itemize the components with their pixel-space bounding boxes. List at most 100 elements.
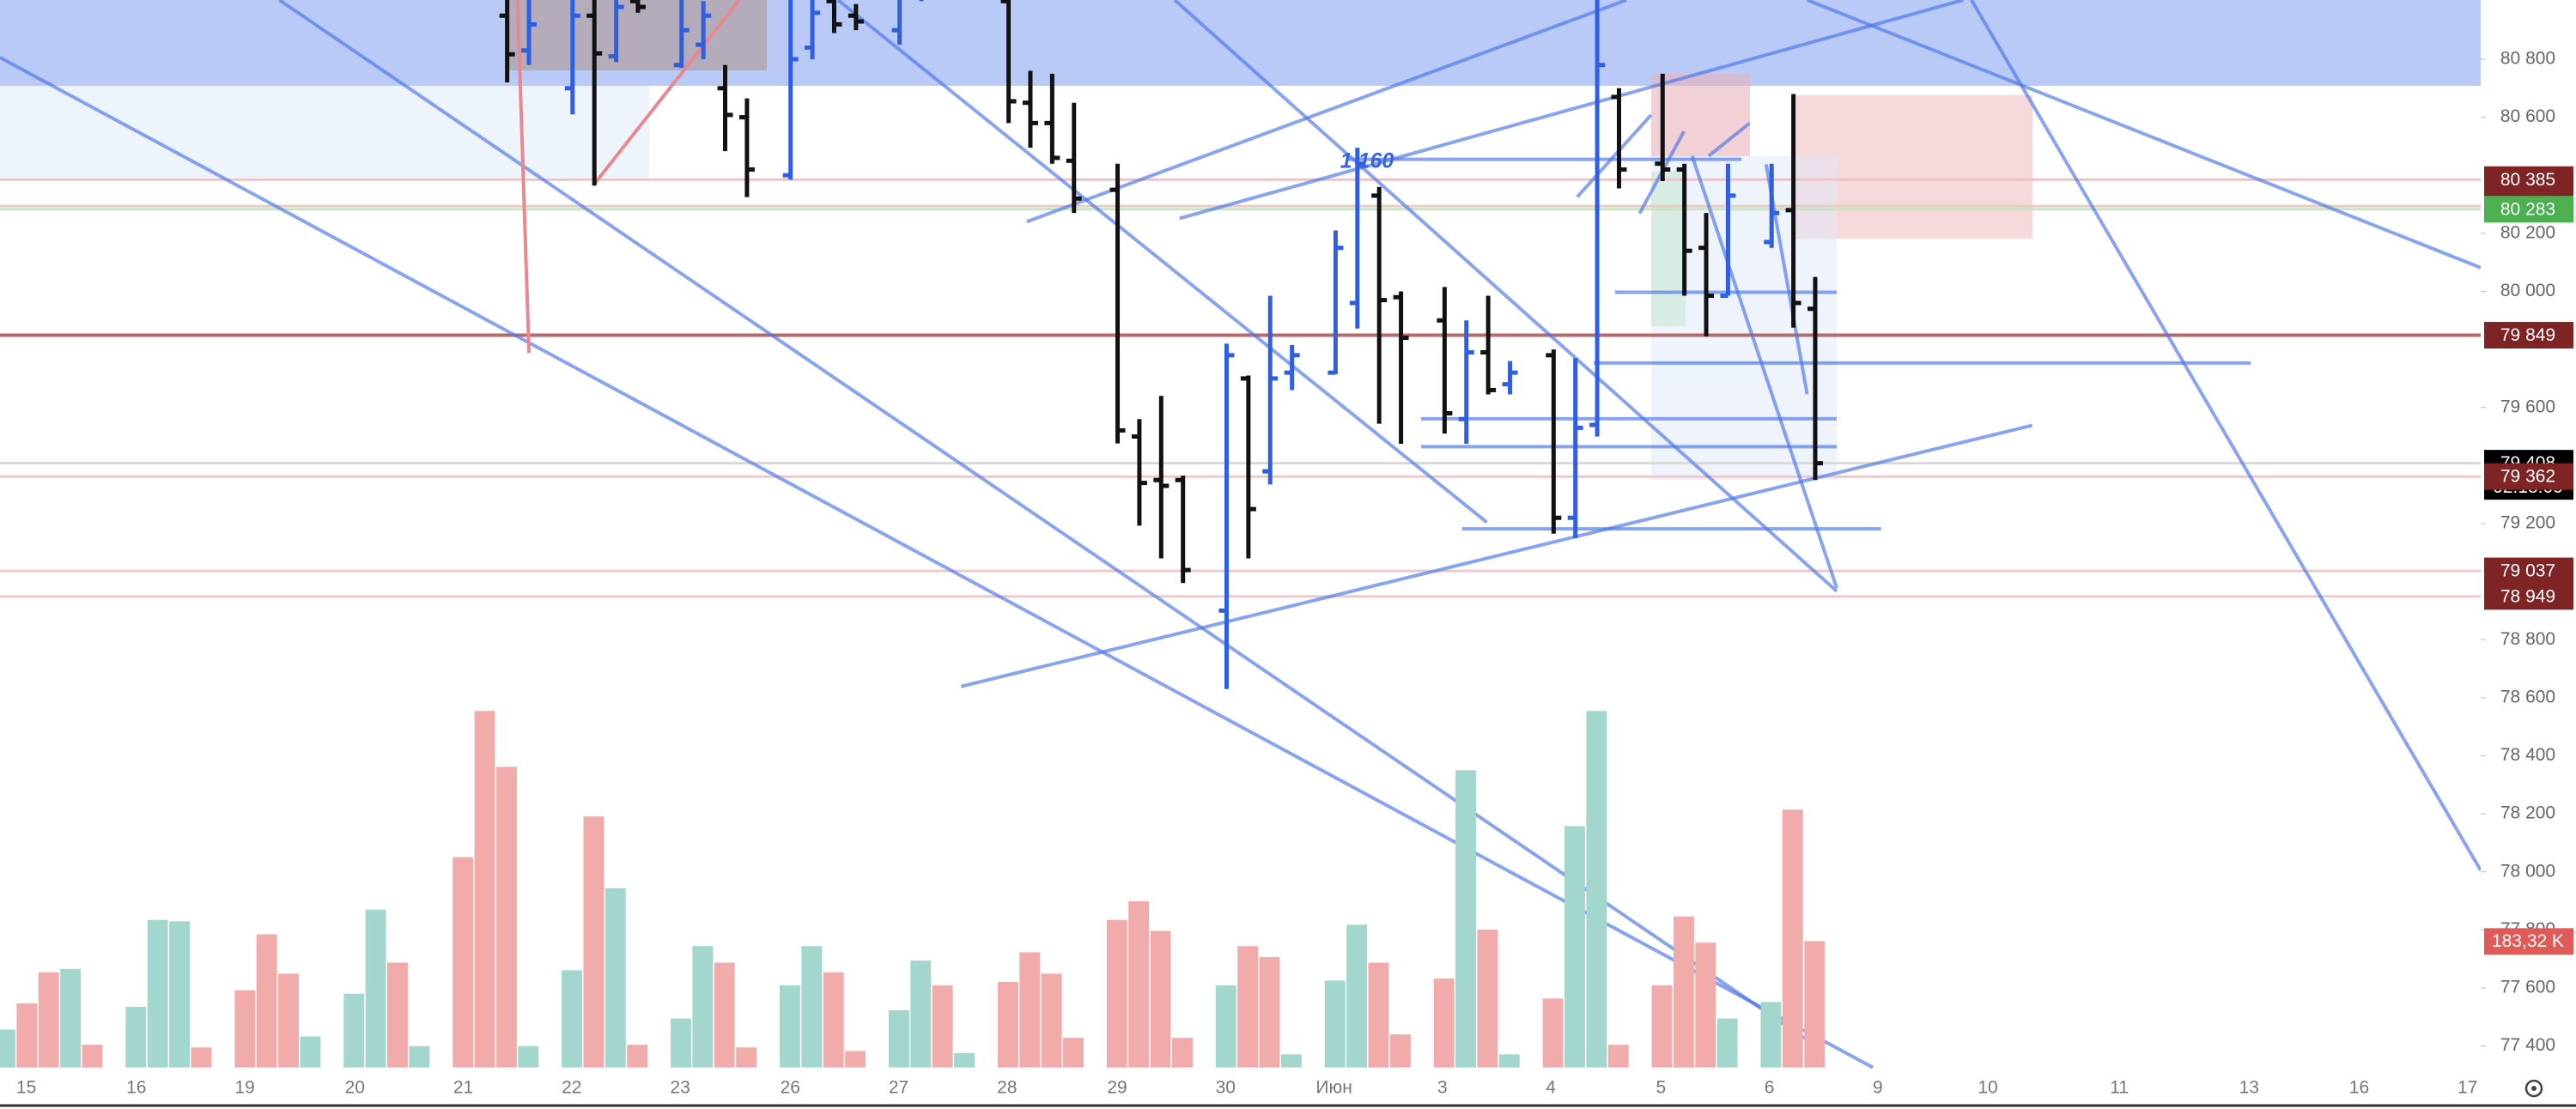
- trend-line-red: [592, 0, 741, 187]
- level-label: 79 037: [2500, 561, 2555, 581]
- volume-bar: [147, 919, 168, 1068]
- trend-line: [1173, 0, 1838, 593]
- volume-bar: [1172, 1038, 1193, 1068]
- x-tick-label: 10: [1978, 1078, 1997, 1098]
- volume-bar: [671, 1018, 691, 1068]
- volume-bar: [823, 972, 844, 1068]
- volume-bar: [82, 1045, 103, 1068]
- volume-bar: [125, 1006, 147, 1068]
- level-label-bg: [2484, 463, 2573, 490]
- x-tick-label: 11: [2110, 1078, 2129, 1098]
- x-tick-label: 30: [1216, 1078, 1236, 1098]
- volume-bar: [1477, 929, 1498, 1068]
- volume-bar: [1324, 980, 1346, 1068]
- y-tick-label: 77 600: [2500, 978, 2555, 997]
- volume-bar: [1063, 1038, 1084, 1068]
- x-tick-label: 28: [997, 1078, 1017, 1098]
- x-tick-label: 15: [16, 1078, 36, 1098]
- volume-bar: [1760, 1002, 1782, 1068]
- volume-bar: [1695, 942, 1716, 1068]
- x-tick-label: 16: [126, 1078, 146, 1098]
- y-tick-label: 77 400: [2500, 1035, 2555, 1055]
- y-tick-label: 80 200: [2500, 222, 2555, 242]
- volume-bar: [169, 921, 191, 1068]
- volume-bar: [997, 982, 1018, 1068]
- x-tick-label: Июн: [1315, 1078, 1352, 1098]
- trend-line: [0, 56, 1874, 1070]
- x-tick-label: 21: [453, 1078, 473, 1098]
- axis: 80 800 80 600 80 200 80 000 79 600 79 200 78 8…: [16, 49, 2573, 1098]
- volume-bar: [16, 1003, 38, 1068]
- level-label: 80 385: [2500, 170, 2555, 190]
- y-tick-label: 79 600: [2500, 397, 2555, 416]
- volume-bar: [954, 1052, 975, 1068]
- x-tick-label: 22: [562, 1078, 581, 1098]
- volume-bar: [562, 970, 583, 1068]
- volume-bar: [1128, 901, 1150, 1068]
- trend-line: [1026, 0, 1627, 224]
- volume-bar: [1651, 985, 1673, 1068]
- volume-bar: [932, 985, 953, 1068]
- trend-line: [1970, 0, 2482, 872]
- zone-light: [0, 86, 649, 178]
- volume-label: 183,32 K: [2492, 931, 2564, 951]
- volume-bar: [1041, 973, 1062, 1068]
- volume-bar: [1150, 930, 1171, 1068]
- volume-bar: [888, 1009, 909, 1068]
- volume-bar: [1498, 1054, 1520, 1068]
- trend-line: [1690, 155, 1838, 589]
- x-tick-label: 17: [2458, 1078, 2477, 1098]
- volume-bar: [583, 816, 605, 1068]
- volume-bar: [409, 1045, 430, 1068]
- level-label-bg: [2484, 166, 2573, 193]
- trend-line-red: [515, 0, 532, 354]
- volume-bar: [1716, 1018, 1738, 1068]
- volume-bar: [1215, 985, 1236, 1068]
- volume-bar: [1433, 978, 1455, 1068]
- zone-pink-small: [1651, 74, 1750, 156]
- volume-bar: [0, 1029, 15, 1068]
- volume-bar: [1586, 711, 1607, 1068]
- trend-line: [1806, 0, 2482, 270]
- y-tick-label: 78 000: [2500, 861, 2555, 881]
- zone-blue: [0, 0, 2481, 86]
- x-tick-label: 29: [1107, 1078, 1127, 1098]
- x-tick-label: 5: [1656, 1078, 1666, 1098]
- volume-bar: [38, 972, 59, 1068]
- volume-bar: [365, 909, 386, 1068]
- settings-icon[interactable]: [2524, 1079, 2543, 1098]
- y-tick-label: 78 200: [2500, 803, 2555, 823]
- volume-bar: [1804, 941, 1826, 1068]
- settings-icon-dot: [2531, 1086, 2537, 1091]
- x-tick-label: 27: [889, 1078, 908, 1098]
- y-tick-label: 78 400: [2500, 745, 2555, 765]
- volume-bar: [627, 1045, 648, 1068]
- level-label-bg: [2484, 322, 2573, 349]
- volume-bar: [518, 1045, 539, 1068]
- levels: [0, 178, 2482, 598]
- level-label-bg: [2484, 557, 2573, 585]
- volume-bar: [736, 1047, 757, 1068]
- volume-bar: [1280, 1054, 1302, 1068]
- annotation: 1 160: [1340, 149, 1394, 173]
- volume-bar: [234, 990, 256, 1068]
- level-label-bg: [2484, 583, 2573, 610]
- level-label: 80 283: [2500, 199, 2555, 219]
- volume-bar: [495, 767, 517, 1068]
- price-axis: [2481, 0, 2576, 1068]
- x-tick-label: 13: [2239, 1078, 2259, 1098]
- marks: [0, 0, 1826, 1068]
- x-tick-label: 3: [1437, 1078, 1448, 1098]
- volume-bar: [714, 962, 735, 1068]
- volume-bar: [1455, 770, 1476, 1068]
- volume-bar: [801, 946, 823, 1068]
- volume-bar: [1259, 957, 1280, 1068]
- volume-bar: [1564, 826, 1585, 1068]
- volume-bar: [1782, 809, 1803, 1068]
- level-label: 79 362: [2500, 467, 2555, 487]
- volume-bar: [1106, 919, 1127, 1068]
- volume-bar: [1368, 962, 1389, 1068]
- volume-bar: [1346, 924, 1368, 1068]
